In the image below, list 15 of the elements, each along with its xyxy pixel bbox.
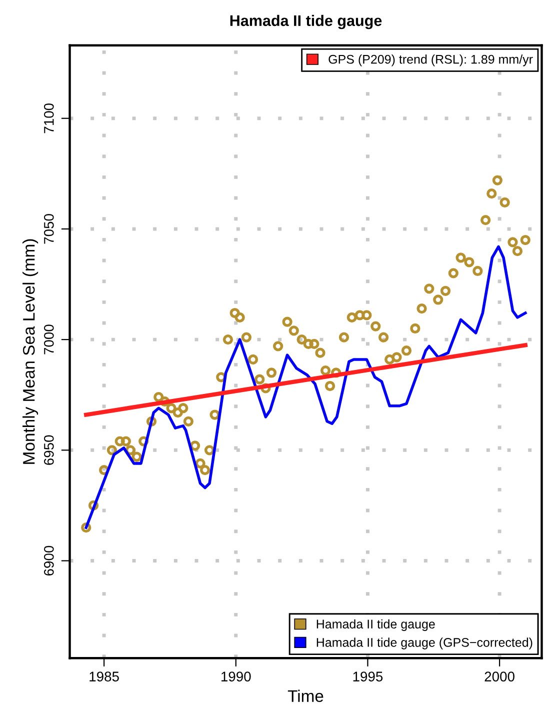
legend-label: GPS (P209) trend (RSL): 1.89 mm/yr xyxy=(328,54,533,66)
x-tick-label: 1990 xyxy=(221,672,251,682)
y-tick-label: 7000 xyxy=(44,324,54,354)
y-tick-label: 7050 xyxy=(44,214,54,244)
y-tick-label: 6950 xyxy=(44,435,54,465)
chart-title: Hamada II tide gauge xyxy=(230,14,382,30)
legend-label: Hamada II tide gauge (GPS−corrected) xyxy=(316,638,532,650)
y-axis-title: Monthly Mean Sea Level (mm) xyxy=(22,239,38,464)
y-tick-label: 7100 xyxy=(44,103,54,134)
x-tick-label: 2000 xyxy=(484,672,514,682)
y-tick-label: 6900 xyxy=(44,546,54,576)
x-axis-title: Time xyxy=(288,690,324,702)
legend-label: Hamada II tide gauge xyxy=(316,619,435,631)
x-tick-label: 1995 xyxy=(353,672,383,682)
x-tick-label: 1985 xyxy=(90,672,119,682)
